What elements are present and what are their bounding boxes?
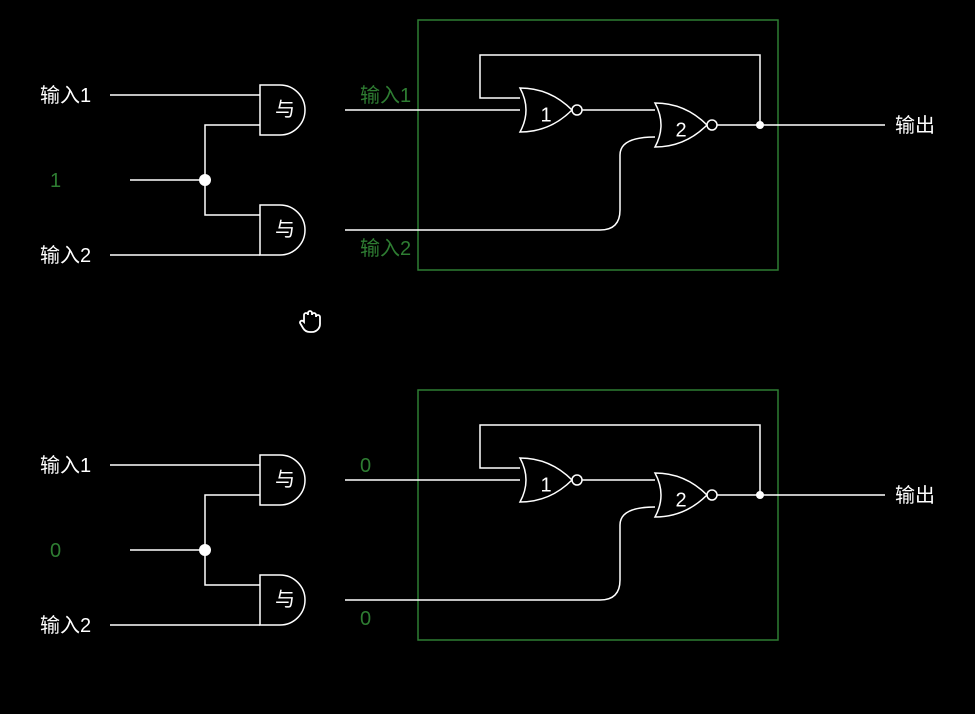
inner-label-bottom: 输入2 xyxy=(360,237,411,260)
wire-ctrl-down xyxy=(205,550,260,585)
wire-feedback xyxy=(480,55,760,125)
subsystem-box xyxy=(418,20,778,270)
nor2-label: 2 xyxy=(675,119,686,141)
input2-label: 输入2 xyxy=(40,244,91,267)
input1-label: 输入1 xyxy=(40,84,91,107)
and-gate-top-label: 与 xyxy=(275,98,295,121)
control-value-label: 1 xyxy=(50,170,61,192)
input2-label: 输入2 xyxy=(40,614,91,637)
wire-feedback xyxy=(480,425,760,495)
output-label: 输出 xyxy=(895,114,935,137)
nor1-label: 1 xyxy=(540,474,551,496)
output-label: 输出 xyxy=(895,484,935,507)
and-gate-bottom-label: 与 xyxy=(275,588,295,611)
inner-label-bottom: 0 xyxy=(360,608,371,630)
pan-cursor-icon xyxy=(300,311,320,332)
and-gate-top-label: 与 xyxy=(275,468,295,491)
nor1-label: 1 xyxy=(540,104,551,126)
input1-label: 输入1 xyxy=(40,454,91,477)
nor2-label: 2 xyxy=(675,489,686,511)
inner-label-top: 输入1 xyxy=(360,84,411,107)
inner-label-top: 0 xyxy=(360,455,371,477)
subsystem-box xyxy=(418,390,778,640)
and-gate-bottom-label: 与 xyxy=(275,218,295,241)
wire-and2-out xyxy=(345,137,655,230)
wire-ctrl-up xyxy=(205,495,260,550)
control-value-label: 0 xyxy=(50,540,61,562)
wire-and2-out xyxy=(345,507,655,600)
wire-ctrl-up xyxy=(205,125,260,180)
wire-ctrl-down xyxy=(205,180,260,215)
